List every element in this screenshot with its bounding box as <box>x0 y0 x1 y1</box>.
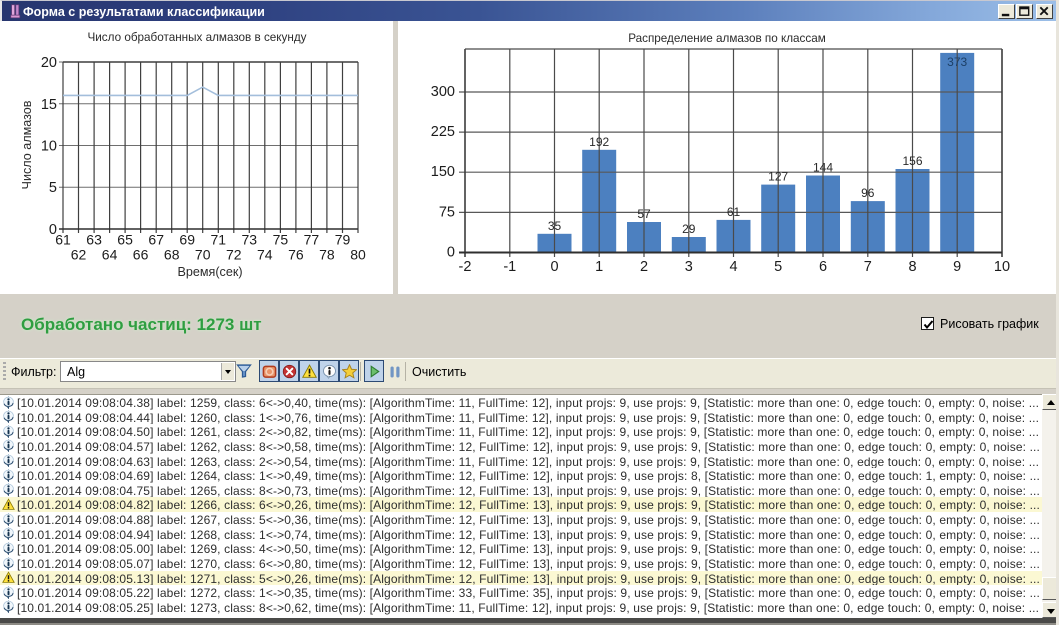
svg-text:1: 1 <box>595 259 603 275</box>
svg-text:10: 10 <box>994 259 1010 275</box>
svg-text:73: 73 <box>242 232 258 248</box>
svg-text:0: 0 <box>550 259 558 275</box>
svg-text:6: 6 <box>819 259 827 275</box>
svg-text:9: 9 <box>953 259 961 275</box>
svg-text:8: 8 <box>908 259 916 275</box>
svg-text:Число обработанных алмазов в с: Число обработанных алмазов в секунду <box>87 31 306 44</box>
svg-text:Время(сек): Время(сек) <box>177 265 242 279</box>
svg-text:80: 80 <box>350 247 366 263</box>
svg-text:127: 127 <box>768 170 788 184</box>
svg-text:Число алмазов: Число алмазов <box>20 100 34 189</box>
svg-text:61: 61 <box>55 232 71 248</box>
svg-text:373: 373 <box>947 55 967 69</box>
svg-text:69: 69 <box>179 232 195 248</box>
svg-text:71: 71 <box>211 232 227 248</box>
svg-text:29: 29 <box>682 222 696 236</box>
svg-text:64: 64 <box>102 247 118 263</box>
svg-text:0: 0 <box>447 245 455 261</box>
svg-text:65: 65 <box>117 232 133 248</box>
svg-text:77: 77 <box>304 232 320 248</box>
svg-text:57: 57 <box>637 207 651 221</box>
svg-text:35: 35 <box>548 219 562 233</box>
svg-text:63: 63 <box>86 232 102 248</box>
svg-text:-1: -1 <box>503 259 516 275</box>
svg-text:150: 150 <box>431 164 455 180</box>
svg-text:15: 15 <box>41 97 57 113</box>
svg-text:20: 20 <box>41 55 57 71</box>
svg-text:225: 225 <box>431 124 455 140</box>
svg-text:75: 75 <box>273 232 289 248</box>
svg-text:192: 192 <box>589 135 609 149</box>
svg-text:79: 79 <box>335 232 351 248</box>
svg-text:72: 72 <box>226 247 242 263</box>
svg-text:2: 2 <box>640 259 648 275</box>
svg-text:66: 66 <box>133 247 149 263</box>
svg-text:7: 7 <box>864 259 872 275</box>
svg-text:4: 4 <box>729 259 737 275</box>
svg-text:144: 144 <box>813 161 833 175</box>
svg-text:78: 78 <box>319 247 335 263</box>
svg-text:5: 5 <box>49 180 57 196</box>
svg-text:Распределение алмазов по класс: Распределение алмазов по классам <box>628 32 826 45</box>
svg-text:70: 70 <box>195 247 211 263</box>
svg-text:10: 10 <box>41 139 57 155</box>
svg-text:5: 5 <box>774 259 782 275</box>
svg-text:74: 74 <box>257 247 273 263</box>
svg-text:67: 67 <box>148 232 164 248</box>
svg-text:156: 156 <box>902 154 922 168</box>
svg-text:96: 96 <box>861 186 875 200</box>
svg-text:68: 68 <box>164 247 180 263</box>
svg-text:76: 76 <box>288 247 304 263</box>
svg-text:300: 300 <box>431 84 455 100</box>
svg-text:-2: -2 <box>459 259 472 275</box>
svg-text:3: 3 <box>685 259 693 275</box>
svg-text:61: 61 <box>727 205 741 219</box>
svg-text:0: 0 <box>49 222 57 238</box>
svg-text:62: 62 <box>71 247 87 263</box>
svg-text:75: 75 <box>439 204 455 220</box>
